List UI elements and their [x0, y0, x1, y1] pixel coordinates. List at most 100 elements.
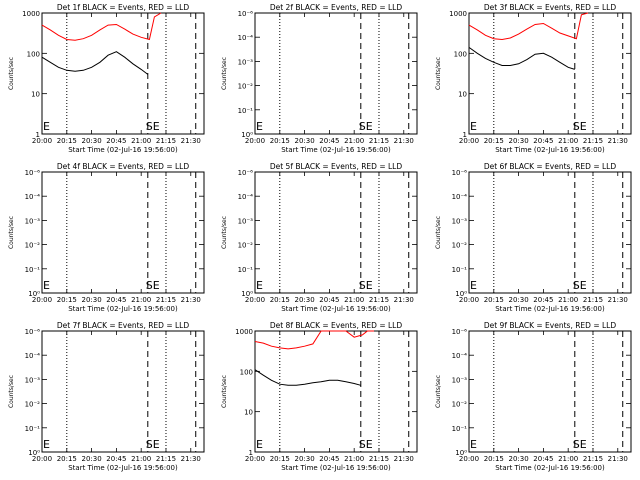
marker-se: SE	[573, 279, 587, 292]
x-tick-label: 20:00	[459, 296, 479, 304]
y-axis-label: Counts/sec	[435, 57, 442, 90]
marker-se: SE	[146, 120, 160, 133]
marker-se: SE	[359, 279, 373, 292]
y-tick-label: 10⁻⁴	[238, 193, 254, 201]
y-axis-label: Counts/sec	[435, 375, 442, 408]
marker-e: E	[470, 438, 477, 451]
y-tick-label: 10⁻¹	[238, 107, 254, 115]
y-tick-label: 10⁻⁴	[452, 352, 468, 360]
y-tick-label: 10⁻²	[452, 401, 468, 409]
x-tick-label: 21:15	[583, 296, 603, 304]
marker-e: E	[470, 120, 477, 133]
chart-panel: Det 5f BLACK = Events, RED = LLD 20:00 20:…	[221, 162, 418, 313]
y-tick-label: 100	[454, 50, 467, 58]
y-tick-label: 10⁻⁶	[25, 169, 41, 177]
x-tick-label: 21:15	[369, 296, 389, 304]
plot-frame	[254, 12, 418, 135]
x-tick-label: 20:30	[294, 296, 314, 304]
marker-se: SE	[359, 120, 373, 133]
x-tick-label: 20:30	[508, 137, 528, 145]
y-tick-label: 10⁻⁶	[452, 169, 468, 177]
marker-se: SE	[146, 438, 160, 451]
y-axis-label: Counts/sec	[435, 216, 442, 249]
plot-frame	[41, 330, 205, 453]
series-line	[468, 46, 575, 70]
y-tick-label: 10	[31, 91, 40, 99]
x-tick-label: 20:00	[459, 455, 479, 463]
x-tick-label: 21:30	[608, 137, 628, 145]
x-tick-label: 21:30	[394, 455, 414, 463]
x-tick-label: 21:15	[583, 137, 603, 145]
marker-e: E	[43, 120, 50, 133]
x-tick-label: 20:00	[459, 137, 479, 145]
chart-panel: Det 1f BLACK = Events, RED = LLD 20:00 20:…	[8, 3, 205, 154]
x-tick-label: 20:15	[57, 455, 77, 463]
chart-title: Det 7f BLACK = Events, RED = LLD	[57, 321, 190, 330]
series-line	[254, 330, 374, 350]
x-tick-label: 20:00	[32, 455, 52, 463]
x-tick-label: 21:15	[156, 137, 176, 145]
marker-e: E	[43, 279, 50, 292]
x-tick-label: 20:45	[533, 296, 553, 304]
y-tick-label: 10⁻¹	[452, 266, 468, 274]
y-tick-label: 10⁻⁶	[452, 328, 468, 336]
y-tick-label: 10⁻³	[25, 376, 41, 384]
x-tick-label: 20:15	[484, 137, 504, 145]
y-tick-label: 10⁻⁶	[238, 10, 254, 18]
x-tick-label: 21:00	[131, 296, 151, 304]
x-tick-label: 21:15	[156, 455, 176, 463]
x-tick-label: 21:00	[131, 455, 151, 463]
y-tick-label: 10⁻⁴	[452, 193, 468, 201]
chart-panel: Det 2f BLACK = Events, RED = LLD 20:00 20:…	[221, 3, 418, 154]
marker-e: E	[256, 438, 263, 451]
x-tick-label: 20:45	[533, 137, 553, 145]
y-tick-label: 10⁰	[28, 449, 40, 457]
x-tick-label: 20:30	[294, 137, 314, 145]
x-tick-label: 20:15	[270, 455, 290, 463]
chart-panel: Det 3f BLACK = Events, RED = LLD 20:00 20:…	[435, 3, 632, 154]
x-tick-label: 21:30	[608, 296, 628, 304]
y-tick-label: 10⁻³	[238, 217, 254, 225]
y-axis-label: Counts/sec	[221, 216, 228, 249]
x-tick-label: 21:15	[156, 296, 176, 304]
x-tick-label: 20:00	[32, 137, 52, 145]
x-tick-label: 20:30	[81, 296, 101, 304]
plot-frame	[254, 171, 418, 294]
y-tick-label: 1	[463, 131, 467, 139]
x-tick-label: 20:45	[319, 455, 339, 463]
x-tick-label: 21:00	[344, 455, 364, 463]
x-tick-label: 20:30	[294, 455, 314, 463]
y-axis-label: Counts/sec	[221, 57, 228, 90]
series-line	[41, 12, 162, 41]
plot-frame	[468, 12, 632, 135]
x-tick-label: 20:30	[508, 455, 528, 463]
y-tick-label: 10⁻¹	[25, 425, 41, 433]
x-tick-label: 21:30	[181, 455, 201, 463]
x-axis-label: Start Time (02-Jul-16 19:56:00)	[281, 146, 391, 154]
y-axis-label: Counts/sec	[8, 57, 15, 90]
y-tick-label: 10	[244, 409, 253, 417]
chart-title: Det 8f BLACK = Events, RED = LLD	[270, 321, 403, 330]
x-tick-label: 20:15	[270, 296, 290, 304]
y-axis-label: Counts/sec	[8, 375, 15, 408]
x-axis-label: Start Time (02-Jul-16 19:56:00)	[495, 146, 605, 154]
y-tick-label: 10	[458, 91, 467, 99]
marker-e: E	[256, 120, 263, 133]
series-line	[468, 12, 589, 41]
y-axis-label: Counts/sec	[221, 375, 228, 408]
y-tick-label: 100	[27, 50, 40, 58]
chart-title: Det 4f BLACK = Events, RED = LLD	[57, 162, 190, 171]
y-tick-label: 10⁰	[455, 290, 467, 298]
marker-e: E	[470, 279, 477, 292]
x-tick-label: 20:15	[57, 137, 77, 145]
y-tick-label: 10⁰	[455, 449, 467, 457]
x-tick-label: 21:30	[394, 137, 414, 145]
marker-se: SE	[359, 438, 373, 451]
x-tick-label: 20:00	[32, 296, 52, 304]
plot-frame	[468, 171, 632, 294]
x-tick-label: 20:45	[106, 137, 126, 145]
plot-frame	[41, 171, 205, 294]
y-tick-label: 10⁻¹	[238, 266, 254, 274]
chart-title: Det 3f BLACK = Events, RED = LLD	[484, 3, 617, 12]
